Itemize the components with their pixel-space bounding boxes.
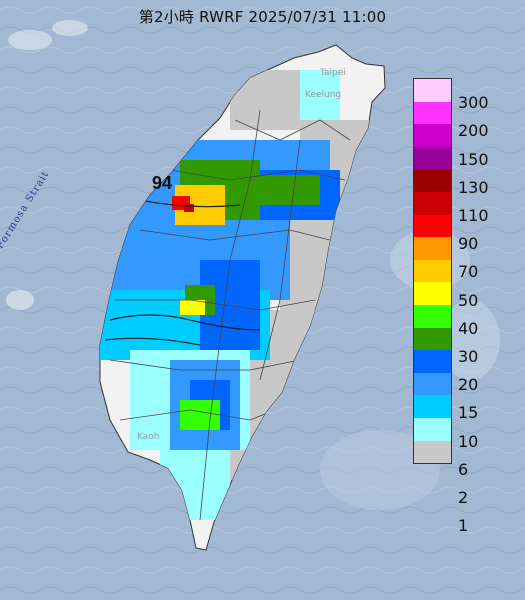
- legend-swatch: [414, 79, 451, 102]
- rivers: [104, 199, 261, 346]
- cloud-patches: [6, 20, 500, 510]
- legend-label: 2: [458, 487, 469, 507]
- legend-label: 130: [458, 177, 489, 197]
- legend-label: 6: [458, 459, 469, 479]
- legend-label: 40: [458, 318, 479, 338]
- legend-swatch: [414, 191, 451, 215]
- legend-label: 50: [458, 290, 479, 310]
- legend-label: 90: [458, 234, 479, 254]
- legend-swatch: [414, 327, 451, 351]
- legend-label: 20: [458, 375, 479, 395]
- legend-label: 70: [458, 262, 479, 282]
- legend-label: 150: [458, 149, 489, 169]
- legend-swatch: [414, 282, 451, 305]
- rainfall-legend-labels: 300 200 150 130 110 90 70 50 40 30 20 15 10 6 2 1: [458, 89, 518, 540]
- legend-label: 30: [458, 346, 479, 366]
- legend-swatch: [414, 304, 451, 328]
- place-label-kaohsiung: Kaoh: [137, 432, 160, 442]
- legend-swatch: [414, 259, 451, 283]
- legend-label: 1: [458, 516, 469, 536]
- legend-swatch: [414, 417, 451, 441]
- place-label-taipei: Taipei: [320, 68, 346, 78]
- legend-swatch: [414, 124, 451, 147]
- legend-swatch: [414, 214, 451, 238]
- legend-swatch: [414, 440, 451, 464]
- legend-swatch: [414, 101, 451, 125]
- legend-swatch: [414, 146, 451, 170]
- max-rainfall-value: 94: [152, 173, 173, 193]
- legend-swatch: [414, 169, 451, 192]
- county-borders: [109, 109, 351, 521]
- rainfall-legend-colorbar: [413, 78, 452, 465]
- place-label-keelung: Keelung: [305, 90, 342, 100]
- legend-swatch: [414, 237, 451, 260]
- legend-swatch: [414, 395, 451, 418]
- legend-label: 200: [458, 121, 489, 141]
- map-title: 第2小時 RWRF 2025/07/31 11:00: [138, 8, 387, 26]
- legend-swatch: [414, 372, 451, 396]
- legend-swatch: [414, 350, 451, 373]
- legend-label: 15: [458, 403, 479, 423]
- legend-label: 300: [458, 93, 489, 113]
- legend-label: 110: [458, 206, 489, 226]
- legend-label: 10: [458, 431, 479, 451]
